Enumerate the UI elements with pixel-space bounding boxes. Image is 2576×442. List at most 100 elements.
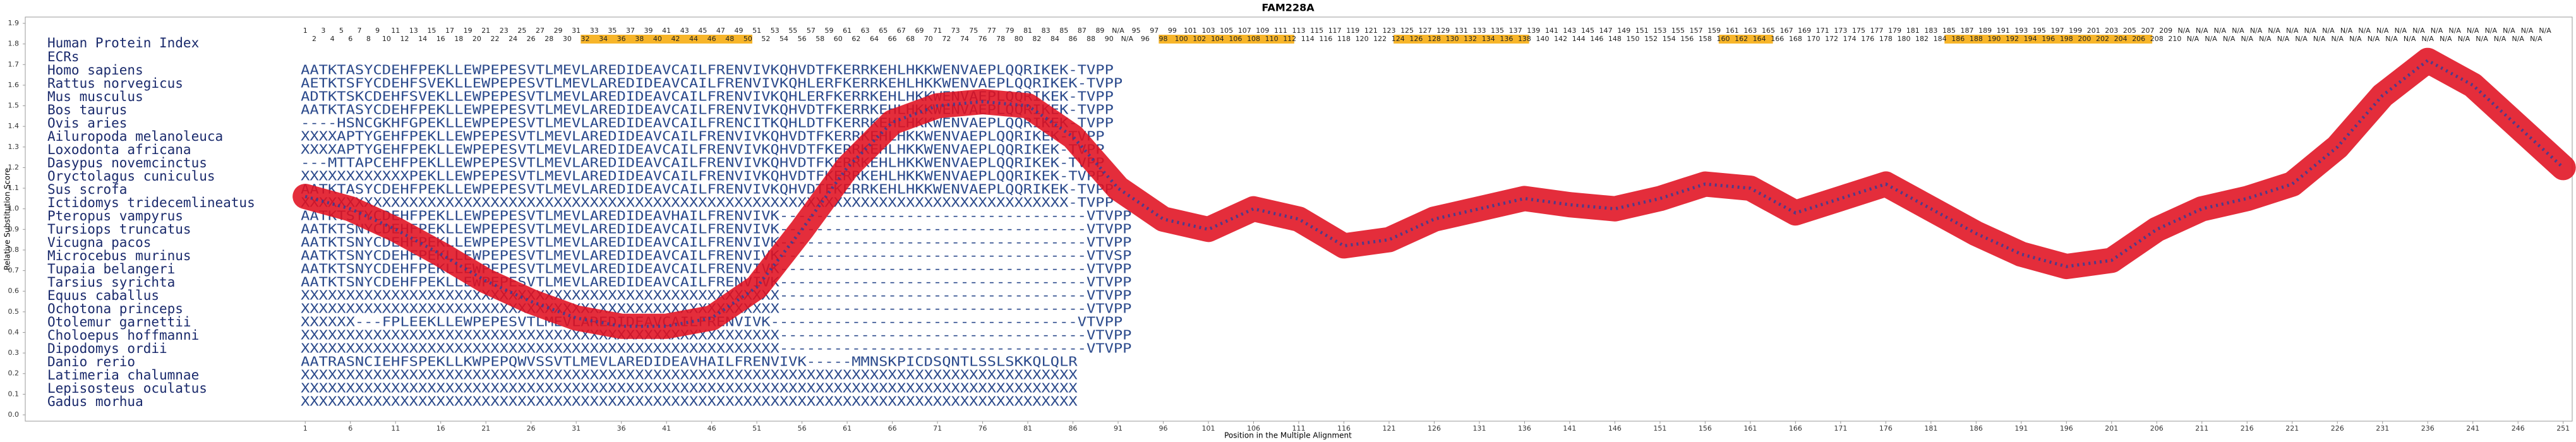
human-index: 10 <box>382 35 391 43</box>
x-tick-label: 36 <box>617 424 626 433</box>
human-index: 111 <box>1274 27 1287 35</box>
human-index: 194 <box>2024 35 2037 43</box>
human-index: 118 <box>1337 35 1351 43</box>
human-index: 42 <box>671 35 680 43</box>
human-index: 178 <box>1879 35 1893 43</box>
index-label: Human Protein Index <box>47 35 199 51</box>
human-index: 125 <box>1400 27 1414 35</box>
human-index: 200 <box>2078 35 2091 43</box>
human-index: 99 <box>1168 27 1177 35</box>
human-index: 71 <box>933 27 942 35</box>
human-index: 16 <box>436 35 445 43</box>
y-tick-label: 1.5 <box>8 102 20 110</box>
human-index: 124 <box>1392 35 1405 43</box>
human-index: 14 <box>418 35 427 43</box>
human-index: 83 <box>1042 27 1050 35</box>
human-index: 2 <box>312 35 316 43</box>
x-tick-label: 26 <box>527 424 536 433</box>
human-index: 27 <box>536 27 545 35</box>
human-index: N/A <box>2349 35 2362 43</box>
human-index: 153 <box>1653 27 1666 35</box>
human-index: 179 <box>1888 27 1901 35</box>
human-index: 162 <box>1735 35 1748 43</box>
human-index: N/A <box>2421 35 2434 43</box>
human-index: 210 <box>2168 35 2181 43</box>
species-name: Otolemur garnettii <box>47 314 191 330</box>
human-index: 76 <box>978 35 987 43</box>
x-tick-label: 221 <box>2285 424 2299 433</box>
human-index: N/A <box>2368 35 2380 43</box>
human-index: 81 <box>1023 27 1032 35</box>
human-index: N/A <box>2431 27 2443 35</box>
human-index: 201 <box>2087 27 2100 35</box>
y-tick-label: 1.1 <box>8 184 20 192</box>
human-index: 197 <box>2051 27 2064 35</box>
sequence: AATKTASYCDEHFPEKLLEWPEPESVTLMEVLAREDIDEA… <box>301 182 1114 197</box>
score-line <box>304 59 2565 328</box>
human-index: 152 <box>1644 35 1658 43</box>
species-name: Microcebus murinus <box>47 248 191 263</box>
human-index: 168 <box>1789 35 1802 43</box>
x-tick-label: 106 <box>1247 424 1260 433</box>
human-index: 17 <box>445 27 454 35</box>
x-tick-label: 156 <box>1699 424 1712 433</box>
x-tick-label: 56 <box>798 424 807 433</box>
human-index: 131 <box>1455 27 1468 35</box>
ecr-region <box>1393 35 1529 44</box>
human-index: 20 <box>472 35 481 43</box>
human-index: 160 <box>1717 35 1730 43</box>
x-tick-label: 1 <box>303 424 308 433</box>
human-index: 68 <box>906 35 915 43</box>
human-index: 15 <box>427 27 436 35</box>
human-index: 11 <box>391 27 400 35</box>
human-index: 209 <box>2159 27 2172 35</box>
human-index: 101 <box>1184 27 1197 35</box>
human-index: 51 <box>752 27 761 35</box>
human-index: 43 <box>680 27 689 35</box>
x-tick-label: 91 <box>1114 424 1122 433</box>
human-index: 156 <box>1680 35 1694 43</box>
human-index: 53 <box>771 27 779 35</box>
species-name: Bos taurus <box>47 102 127 117</box>
human-index: 184 <box>1934 35 1947 43</box>
x-tick-label: 226 <box>2331 424 2344 433</box>
human-index: 29 <box>554 27 563 35</box>
x-tick-label: 116 <box>1337 424 1351 433</box>
y-tick-label: 1.7 <box>8 60 20 68</box>
human-index: 114 <box>1301 35 1315 43</box>
human-index: 199 <box>2069 27 2082 35</box>
human-index: 67 <box>897 27 906 35</box>
sequence: XXXXXXXXXXXXXXXXXXXXXXXXXXXXXXXXXXXXXXXX… <box>301 367 1078 383</box>
human-index: 64 <box>870 35 879 43</box>
y-tick-label: 0.0 <box>8 410 20 419</box>
human-index: N/A <box>2412 27 2425 35</box>
ecr-region <box>581 35 752 44</box>
human-index: N/A <box>2304 27 2317 35</box>
y-tick-label: 1.8 <box>8 40 20 48</box>
human-index: 60 <box>834 35 843 43</box>
human-index: 170 <box>1807 35 1820 43</box>
human-index: 4 <box>330 35 335 43</box>
human-index: N/A <box>2512 35 2524 43</box>
sequence: XXXXXXXXXXXXXXXXXXXXXXXXXXXXXXXXXXXXXXXX… <box>301 341 1131 356</box>
human-index: 134 <box>1482 35 1495 43</box>
human-index: 87 <box>1078 27 1086 35</box>
human-index: 110 <box>1265 35 1279 43</box>
human-index: 174 <box>1843 35 1857 43</box>
ecr-region <box>1718 35 1773 44</box>
human-index: N/A <box>2395 27 2407 35</box>
human-index: 6 <box>348 35 352 43</box>
human-index: N/A <box>2503 27 2515 35</box>
human-index: 49 <box>735 27 743 35</box>
human-index: 100 <box>1175 35 1188 43</box>
human-index: 189 <box>1978 27 1992 35</box>
human-index: 52 <box>761 35 770 43</box>
x-tick-label: 236 <box>2421 424 2435 433</box>
human-index: N/A <box>2467 27 2479 35</box>
human-index: 41 <box>662 27 671 35</box>
x-tick-label: 11 <box>391 424 400 433</box>
human-index: 138 <box>1518 35 1531 43</box>
human-index: 158 <box>1699 35 1712 43</box>
x-tick-label: 136 <box>1518 424 1531 433</box>
human-index: 139 <box>1527 27 1540 35</box>
